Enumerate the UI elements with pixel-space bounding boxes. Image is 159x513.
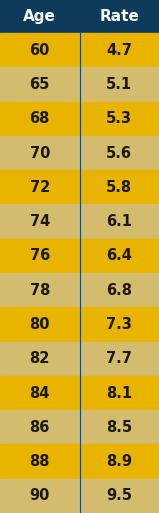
Text: 78: 78	[30, 283, 50, 298]
Bar	[0, 170, 159, 204]
Text: 72: 72	[30, 180, 50, 195]
Bar	[0, 273, 159, 307]
Bar	[0, 0, 159, 33]
Bar	[0, 444, 159, 479]
Text: 5.8: 5.8	[106, 180, 132, 195]
Bar	[0, 204, 159, 239]
Text: 65: 65	[30, 77, 50, 92]
Bar	[0, 136, 159, 170]
Bar	[0, 342, 159, 376]
Text: 84: 84	[30, 385, 50, 401]
Text: 5.3: 5.3	[106, 111, 132, 126]
Text: 6.4: 6.4	[106, 248, 132, 263]
Text: 82: 82	[30, 351, 50, 366]
Text: 5.1: 5.1	[106, 77, 132, 92]
Text: 6.8: 6.8	[106, 283, 132, 298]
Text: 68: 68	[30, 111, 50, 126]
Text: 88: 88	[30, 454, 50, 469]
Text: 70: 70	[30, 146, 50, 161]
Text: 4.7: 4.7	[106, 43, 132, 57]
Bar	[0, 307, 159, 342]
Bar	[0, 376, 159, 410]
Bar	[0, 239, 159, 273]
Text: 6.1: 6.1	[106, 214, 132, 229]
Bar	[0, 67, 159, 102]
Bar	[0, 33, 159, 67]
Text: 8.5: 8.5	[106, 420, 132, 435]
Text: 5.6: 5.6	[106, 146, 132, 161]
Bar	[0, 410, 159, 444]
Text: 9.5: 9.5	[106, 488, 132, 503]
Text: 74: 74	[30, 214, 50, 229]
Text: 80: 80	[30, 317, 50, 332]
Text: 86: 86	[30, 420, 50, 435]
Text: 7.3: 7.3	[106, 317, 132, 332]
Text: 7.7: 7.7	[106, 351, 132, 366]
Text: 8.9: 8.9	[106, 454, 132, 469]
Text: Age: Age	[23, 9, 56, 24]
Bar	[0, 479, 159, 513]
Text: 60: 60	[30, 43, 50, 57]
Text: 8.1: 8.1	[106, 385, 132, 401]
Text: 90: 90	[30, 488, 50, 503]
Text: 76: 76	[30, 248, 50, 263]
Bar	[0, 102, 159, 136]
Text: Rate: Rate	[99, 9, 139, 24]
